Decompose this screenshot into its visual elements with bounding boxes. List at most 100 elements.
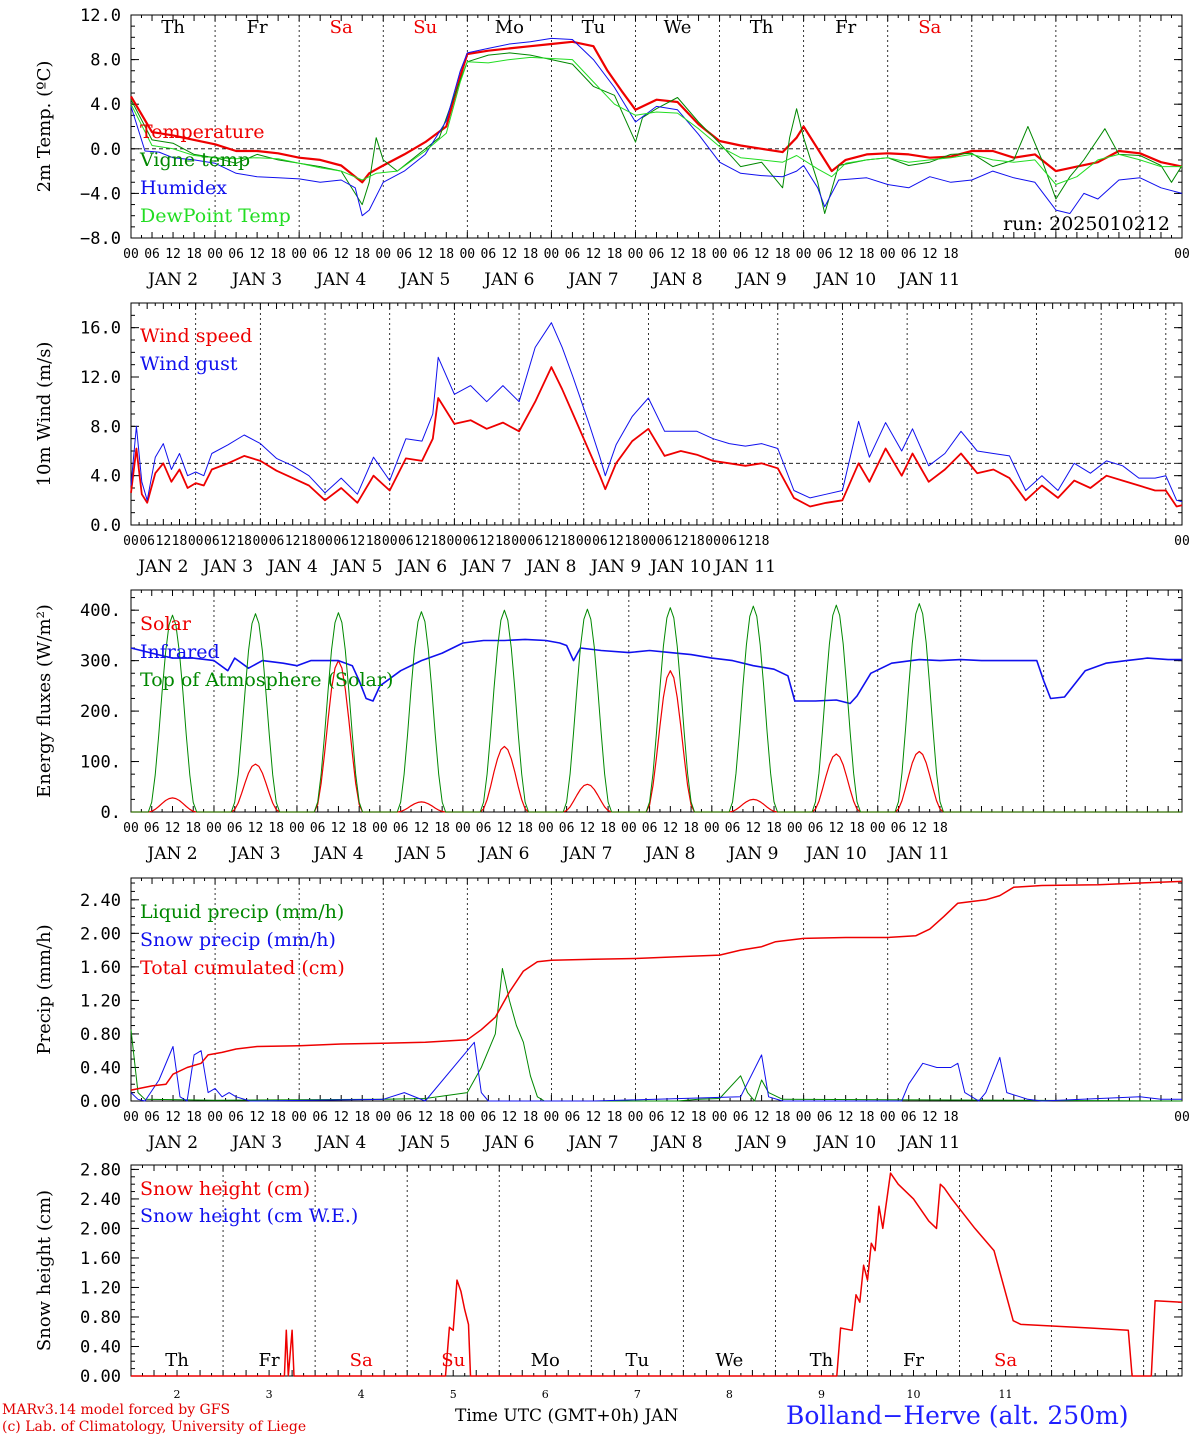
hour-tick-label: 06 — [396, 1110, 412, 1125]
hour-tick-label: 12 — [670, 247, 686, 262]
panel-precip — [130, 877, 1183, 1102]
legend-entry: Top of Atmosphere (Solar) — [140, 669, 393, 691]
hour-tick-label: 12 — [673, 534, 689, 549]
series-line-wind-speed — [130, 366, 1183, 508]
hour-tick-label: 18 — [691, 1110, 707, 1125]
y-tick-label: 4.0 — [90, 467, 121, 487]
hour-tick-label: 18 — [775, 1110, 791, 1125]
hour-tick-label: 00 — [705, 534, 721, 549]
hour-tick-label: 18 — [351, 821, 367, 836]
hour-tick-label: 06 — [144, 247, 160, 262]
y-tick-label: 2.80 — [80, 1160, 121, 1180]
hour-tick-label: 06 — [310, 821, 326, 836]
hour-tick-label: 18 — [270, 1110, 286, 1125]
series-line-snow-precip-mm-h- — [130, 1041, 1182, 1102]
hour-tick-label: 18 — [236, 534, 252, 549]
hour-tick-label: 06 — [396, 247, 412, 262]
hour-tick-label: 12 — [544, 534, 560, 549]
series-line-top-of-atmosphere-solar- — [131, 603, 1182, 813]
hour-tick-label: 18 — [438, 247, 454, 262]
hour-tick-label: 00 — [712, 1110, 728, 1125]
date-label: JAN 3 — [230, 1133, 282, 1153]
hour-tick-label: 18 — [859, 1110, 875, 1125]
hour-tick-label: 00 — [206, 821, 222, 836]
hour-tick-label: 12 — [754, 247, 770, 262]
hour-tick-label: 06 — [481, 247, 497, 262]
hour-tick-label: 00 — [704, 821, 720, 836]
day-of-week-label: Th — [161, 17, 185, 38]
hour-tick-label: 00 — [538, 821, 554, 836]
hour-tick-label: 18 — [270, 247, 286, 262]
legend-entry: DewPoint Temp — [140, 205, 291, 227]
hour-tick-label: 12 — [738, 534, 754, 549]
date-label: JAN 5 — [394, 844, 446, 864]
hour-tick-label: 18 — [607, 1110, 623, 1125]
y-tick-label: 1.20 — [80, 991, 121, 1011]
legend-entry: Wind speed — [140, 325, 252, 347]
hour-tick-label: 12 — [497, 821, 513, 836]
date-label: JAN 3 — [230, 270, 282, 290]
hour-tick-label: 12 — [479, 534, 495, 549]
day-of-week-label: Sa — [994, 1350, 1017, 1371]
day-number-label: 9 — [818, 1388, 825, 1401]
hour-tick-label: 12 — [414, 821, 430, 836]
y-tick-label: 2.40 — [80, 1190, 121, 1210]
hour-tick-label: 18 — [434, 821, 450, 836]
hour-tick-label: 12 — [586, 247, 602, 262]
legend-entry: Snow precip (mm/h) — [140, 929, 336, 951]
series-line-infrared — [130, 638, 1182, 705]
panel-wind — [130, 302, 1183, 526]
hour-tick-label: 12 — [165, 821, 181, 836]
y-tick-label: 400. — [80, 601, 121, 621]
hour-tick-label: 18 — [366, 534, 382, 549]
hour-tick-label: 00 — [576, 534, 592, 549]
y-tick-label: 0.80 — [80, 1025, 121, 1045]
hour-tick-label: 18 — [766, 821, 782, 836]
hour-tick-label: 12 — [333, 1110, 349, 1125]
day-of-week-label: Fr — [835, 17, 856, 38]
hour-tick-label: 00 — [291, 247, 307, 262]
hour-tick-label: 06 — [649, 247, 665, 262]
hour-tick-label: 18 — [354, 1110, 370, 1125]
hour-tick-label: 18 — [600, 821, 616, 836]
hour-tick-label: 00 — [207, 247, 223, 262]
legend-entry: Humidex — [140, 177, 227, 199]
hour-tick-label: 12 — [220, 534, 236, 549]
hour-tick-label: 12 — [156, 534, 172, 549]
y-tick-label: 200. — [80, 702, 121, 722]
day-number-label: 7 — [634, 1388, 641, 1401]
date-label: JAN 9 — [735, 1133, 787, 1153]
hour-tick-label: 06 — [592, 534, 608, 549]
hour-tick-label: 06 — [481, 1110, 497, 1125]
date-label: JAN 4 — [266, 557, 318, 577]
y-tick-label: 0.40 — [80, 1337, 121, 1357]
hour-tick-label: 00 — [1174, 247, 1190, 262]
hour-tick-label: 00 — [123, 534, 139, 549]
hour-tick-label: 06 — [733, 247, 749, 262]
day-number-label: 2 — [174, 1388, 181, 1401]
hour-tick-label: 06 — [393, 821, 409, 836]
date-label: JAN 6 — [482, 1133, 534, 1153]
y-tick-label: 12.0 — [80, 368, 121, 388]
hour-tick-label: 18 — [186, 247, 202, 262]
series-line-humidex — [130, 37, 1183, 217]
day-of-week-label: Mo — [531, 1350, 560, 1371]
hour-tick-label: 00 — [382, 534, 398, 549]
hour-tick-label: 00 — [188, 534, 204, 549]
hour-tick-label: 06 — [476, 821, 492, 836]
hour-tick-label: 18 — [268, 821, 284, 836]
hour-tick-label: 06 — [808, 821, 824, 836]
hour-tick-label: 18 — [185, 821, 201, 836]
y-tick-label: 0.0 — [90, 516, 121, 536]
date-label: JAN 6 — [482, 270, 534, 290]
y-tick-label: 0. — [101, 803, 121, 823]
hour-tick-label: 00 — [796, 247, 812, 262]
date-label: JAN 8 — [643, 844, 695, 864]
y-tick-label: −4.0 — [80, 184, 121, 204]
hour-tick-label: 00 — [712, 247, 728, 262]
hour-tick-label: 12 — [828, 821, 844, 836]
series-line-liquid-precip-mm-h- — [130, 968, 1183, 1102]
hour-tick-label: 18 — [943, 247, 959, 262]
hour-tick-label: 12 — [414, 534, 430, 549]
hour-tick-label: 06 — [312, 1110, 328, 1125]
